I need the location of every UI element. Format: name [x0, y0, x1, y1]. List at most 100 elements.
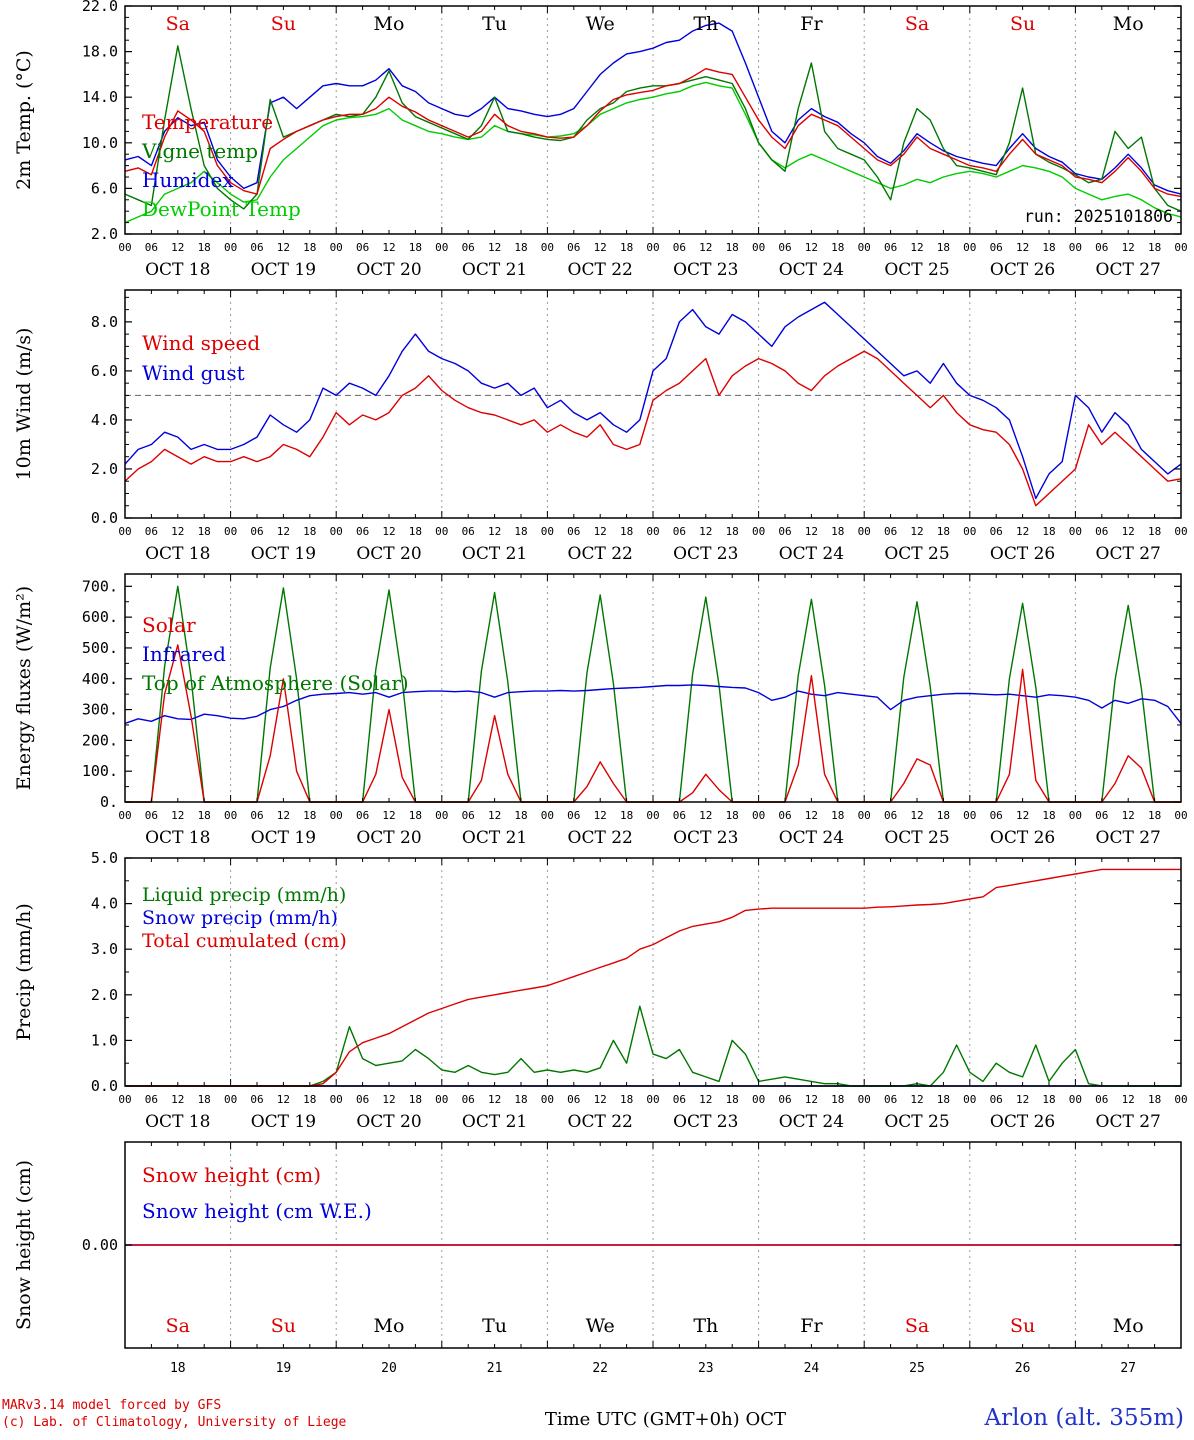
- hour-tick-label: 00: [752, 809, 765, 822]
- day-number-label: 19: [276, 1361, 292, 1376]
- y-tick-label: 2.0: [91, 986, 118, 1004]
- hour-tick-label: 00: [646, 1093, 659, 1106]
- date-label: OCT 23: [673, 828, 738, 848]
- x-ticks: [124, 6, 1182, 234]
- hour-tick-label: 06: [778, 1093, 791, 1106]
- footer: MARv3.14 model forced by GFS (c) Lab. of…: [0, 1392, 1194, 1438]
- y-ticks: 2.0 6.0 10.0 14.0 18.0 22.0: [82, 0, 1181, 243]
- day-name-label: Th: [693, 1315, 718, 1337]
- hour-tick-label: 18: [409, 809, 422, 822]
- hour-tick-label: 18: [726, 525, 739, 538]
- date-label: OCT 24: [779, 260, 844, 280]
- hour-tick-label: 00: [435, 525, 448, 538]
- y-tick-label: 8.0: [91, 313, 118, 331]
- hour-tick-label: 12: [488, 525, 501, 538]
- hour-tick-label: 18: [831, 525, 844, 538]
- hour-tick-label: 00: [963, 1093, 976, 1106]
- hour-tick-label: 06: [462, 525, 475, 538]
- hour-tick-label: 18: [1148, 809, 1161, 822]
- y-ticks: 0.00: [82, 1236, 1181, 1254]
- hour-tick-label: 00: [541, 525, 554, 538]
- hour-tick-label: 12: [382, 809, 395, 822]
- snow-height-panel: 0.00 Snow height (cm) Snow height (cm) Snow…: [0, 1136, 1194, 1392]
- hour-tick-label: 06: [990, 1093, 1003, 1106]
- day-name-label: Fr: [800, 1315, 823, 1337]
- hour-tick-label: 12: [488, 241, 501, 254]
- legend-label: Snow height (cm W.E.): [142, 1199, 372, 1223]
- day-name-label: We: [586, 1315, 615, 1337]
- day-number-label: 18: [170, 1361, 186, 1376]
- hour-tick-label: 06: [1095, 1093, 1108, 1106]
- hour-tick-label: 06: [884, 241, 897, 254]
- date-label: OCT 21: [462, 1112, 527, 1132]
- hour-tick-label: 06: [250, 1093, 263, 1106]
- day-number-label: 21: [487, 1361, 503, 1376]
- hour-tick-label: 12: [805, 809, 818, 822]
- legend-label: Snow precip (mm/h): [142, 907, 338, 929]
- hour-tick-label: 18: [831, 1093, 844, 1106]
- hour-tick-label: 06: [884, 525, 897, 538]
- series-lines: [124, 301, 1182, 507]
- legend-label: Top of Atmosphere (Solar): [142, 671, 409, 695]
- hour-tick-label: 12: [910, 525, 923, 538]
- hour-tick-label: 00: [224, 1093, 237, 1106]
- hour-tick-label: 06: [145, 525, 158, 538]
- day-name-label: Mo: [374, 1315, 405, 1337]
- y-tick-label: 300.: [82, 701, 118, 719]
- hour-tick-label: 12: [594, 241, 607, 254]
- hour-tick-label: 18: [620, 1093, 633, 1106]
- y-axis-title: 2m Temp. (°C): [13, 50, 35, 190]
- date-label: OCT 25: [884, 260, 949, 280]
- date-label: OCT 23: [673, 544, 738, 564]
- hour-tick-label: 06: [145, 809, 158, 822]
- hour-tick-label: 00: [118, 809, 131, 822]
- precip-chart-svg: 0.0 1.0 2.0 3.0 4.0 5.0 Precip (mm/h) Liquid pr…: [13, 849, 1188, 1132]
- hour-tick-label: 00: [752, 525, 765, 538]
- location-label: Arlon (alt. 355m): [984, 1405, 1184, 1431]
- hour-tick-label: 00: [963, 241, 976, 254]
- hour-tick-label: 00: [224, 525, 237, 538]
- x-ticks: [124, 290, 1182, 518]
- hour-tick-label: 12: [1122, 809, 1135, 822]
- lab-credit-line: (c) Lab. of Climatology, University of L…: [2, 1415, 347, 1431]
- hour-tick-label: 00: [330, 525, 343, 538]
- hour-tick-label: 18: [198, 1093, 211, 1106]
- hour-tick-label: 12: [910, 241, 923, 254]
- x-ticks: [124, 858, 1182, 1086]
- y-ticks: 0. 100. 200. 300. 400. 500. 600. 700.: [82, 577, 1181, 811]
- y-tick-label: 400.: [82, 670, 118, 688]
- day-number-label: 24: [804, 1361, 820, 1376]
- hour-tick-label: 06: [778, 525, 791, 538]
- model-credit-line: MARv3.14 model forced by GFS: [2, 1398, 222, 1414]
- hour-tick-label: 18: [303, 809, 316, 822]
- hour-tick-label: 18: [726, 241, 739, 254]
- date-label: OCT 24: [779, 828, 844, 848]
- x-axis-title: Time UTC (GMT+0h) OCT: [545, 1409, 786, 1432]
- legend-label: Liquid precip (mm/h): [142, 884, 346, 906]
- date-label: OCT 20: [356, 544, 421, 564]
- x-ticks: [124, 574, 1182, 802]
- legend-label: Solar: [142, 613, 196, 637]
- hour-tick-label: 00: [1069, 1093, 1082, 1106]
- wind-panel: 0.0 2.0 4.0 6.0 8.0 10m Wind (m/s) Wind speed W…: [0, 284, 1194, 568]
- date-label: OCT 25: [884, 1112, 949, 1132]
- date-label: OCT 19: [251, 544, 316, 564]
- hour-tick-label: 12: [1122, 241, 1135, 254]
- hour-tick-label: 06: [250, 525, 263, 538]
- day-name-label: Sa: [905, 1315, 929, 1337]
- hour-tick-label: 12: [699, 241, 712, 254]
- y-tick-label: 4.0: [91, 411, 118, 429]
- hour-tick-label: 06: [462, 1093, 475, 1106]
- hour-tick-label: 00: [1174, 525, 1187, 538]
- hour-tick-label: 18: [620, 241, 633, 254]
- hour-tick-label: 00: [330, 809, 343, 822]
- hour-tick-label: 06: [567, 809, 580, 822]
- date-label: OCT 18: [145, 1112, 210, 1132]
- hour-tick-label: 12: [805, 525, 818, 538]
- hour-tick-label: 12: [594, 809, 607, 822]
- series-infrared: [124, 684, 1182, 725]
- legend-label: Wind gust: [142, 361, 245, 385]
- date-label: OCT 18: [145, 828, 210, 848]
- legend-label: Wind speed: [142, 331, 260, 355]
